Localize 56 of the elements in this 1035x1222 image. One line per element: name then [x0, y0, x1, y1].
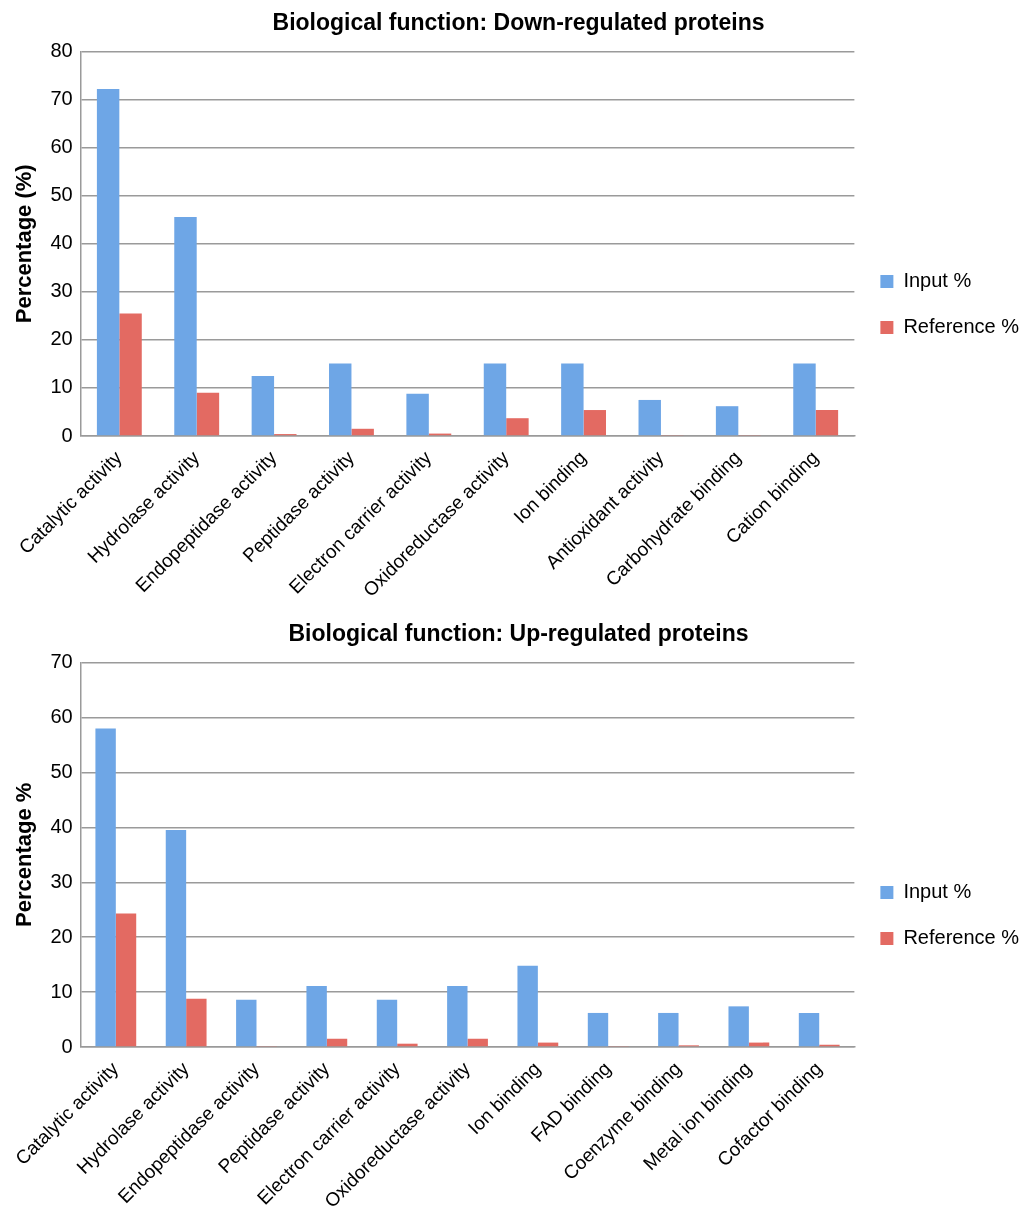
- bar: [376, 999, 398, 1047]
- y-tick-label: 0: [61, 1034, 73, 1057]
- bar: [95, 728, 116, 1047]
- bar: [483, 363, 507, 436]
- bar: [165, 830, 187, 1047]
- bar: [583, 410, 607, 436]
- y-axis-title: Percentage (%): [11, 164, 37, 324]
- bar: [351, 428, 374, 436]
- bar: [406, 393, 429, 436]
- y-tick-label: 20: [50, 924, 73, 947]
- y-axis-title: Percentage %: [11, 782, 37, 927]
- bar: [715, 406, 739, 436]
- y-tick-label: 10: [50, 375, 73, 398]
- bar: [326, 1038, 348, 1047]
- bar: [798, 1012, 820, 1047]
- y-tick-label: 50: [50, 183, 73, 206]
- legend-label: Input %: [903, 269, 972, 292]
- bar: [658, 1012, 679, 1047]
- y-tick-label: 70: [50, 650, 73, 673]
- y-tick-label: 60: [50, 135, 73, 158]
- bar: [174, 216, 197, 436]
- y-tick-label: 30: [50, 279, 73, 302]
- bar: [447, 986, 468, 1047]
- chart-title: Biological function: Down-regulated proteins: [272, 9, 765, 36]
- bar: [186, 998, 207, 1047]
- bar: [115, 913, 137, 1047]
- y-tick-label: 10: [50, 979, 73, 1002]
- bar: [517, 965, 538, 1047]
- bar: [561, 363, 584, 436]
- bar: [236, 999, 257, 1047]
- legend-label: Input %: [903, 880, 972, 903]
- bar: [119, 313, 142, 436]
- bar: [329, 363, 352, 436]
- y-tick-label: 40: [50, 231, 73, 254]
- y-tick-label: 20: [50, 327, 73, 350]
- y-tick-label: 50: [50, 759, 73, 782]
- y-tick-label: 70: [50, 87, 73, 110]
- bar: [467, 1038, 488, 1047]
- y-tick-label: 30: [50, 869, 73, 892]
- y-tick-label: 60: [50, 705, 73, 728]
- bar: [506, 418, 529, 436]
- bar: [251, 375, 275, 436]
- y-tick-label: 0: [61, 423, 73, 446]
- bar: [638, 399, 661, 436]
- legend-label: Reference %: [903, 315, 1020, 338]
- bar: [815, 410, 839, 436]
- bar: [306, 986, 327, 1047]
- legend-label: Reference %: [903, 926, 1020, 949]
- chart-title: Biological function: Up-regulated proteins: [288, 620, 749, 647]
- y-tick-label: 40: [50, 814, 73, 837]
- bar: [96, 89, 120, 436]
- y-tick-label: 80: [50, 39, 73, 62]
- bar: [793, 363, 816, 436]
- bar: [728, 1006, 749, 1047]
- bar: [587, 1012, 609, 1047]
- bar: [196, 392, 220, 436]
